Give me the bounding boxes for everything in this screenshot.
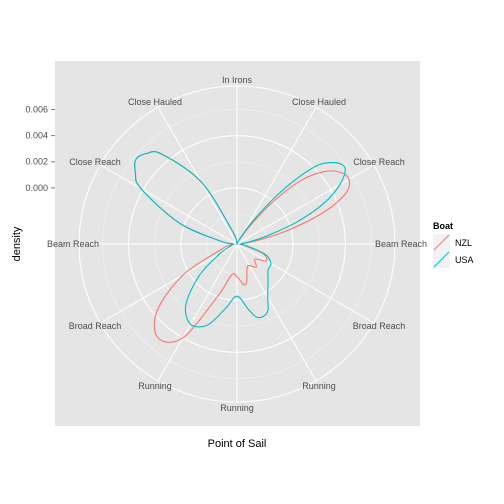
angle-gridline xyxy=(236,106,317,245)
series-layer xyxy=(134,150,351,343)
angle-gridline xyxy=(236,243,317,382)
angle-tick-label: Close Reach xyxy=(353,157,405,167)
legend-title: Boat xyxy=(433,221,453,231)
angle-tick-label: Broad Reach xyxy=(69,321,122,331)
y-tick-label: 0.006 xyxy=(25,105,48,115)
legend-label-nzl: NZL xyxy=(455,238,472,248)
angle-gridline xyxy=(236,164,375,245)
angle-tick-label: Close Hauled xyxy=(292,97,346,107)
legend-label-usa: USA xyxy=(455,255,474,265)
angle-gridline xyxy=(236,243,375,324)
radial-gridline xyxy=(180,187,294,301)
radial-minor-gridline xyxy=(102,109,372,379)
outer-gridline xyxy=(78,85,396,403)
x-axis-title: Point of Sail xyxy=(208,438,267,450)
legend-item-usa: USA xyxy=(433,251,474,268)
angle-gridline xyxy=(99,243,238,324)
legend-swatch-nzl xyxy=(433,234,450,251)
y-tick-label: 0.004 xyxy=(25,131,48,141)
angle-gridline xyxy=(99,164,238,245)
angle-tick-label: Running xyxy=(302,381,336,391)
radial-minor-gridline xyxy=(154,161,320,327)
angle-tick-label: Beam Reach xyxy=(375,239,427,249)
angle-tick-label: Close Reach xyxy=(69,157,121,167)
y-tick-label: 0.002 xyxy=(25,157,48,167)
angle-tick-label: Beam Reach xyxy=(47,239,99,249)
angle-tick-label: Running xyxy=(138,381,172,391)
angle-labels: In Irons Close Hauled Close Reach Beam Reac… xyxy=(47,75,427,413)
angle-tick-label: Close Hauled xyxy=(128,97,182,107)
angle-tick-label: Running xyxy=(220,403,254,413)
legend: Boat NZL USA xyxy=(433,221,474,268)
y-axis-ticks: 0.000 0.002 0.004 0.006 xyxy=(25,105,55,193)
radial-gridline xyxy=(128,135,346,353)
grid-layer xyxy=(78,85,396,403)
series-line-usa xyxy=(134,150,346,328)
radial-minor-gridline xyxy=(206,213,268,275)
angle-gridline xyxy=(157,106,238,245)
angle-tick-label: Broad Reach xyxy=(353,321,406,331)
angle-gridline xyxy=(157,243,238,382)
angle-tick-label: In Irons xyxy=(222,75,253,85)
y-axis-title: density xyxy=(11,226,23,261)
legend-swatch-usa xyxy=(433,251,450,268)
y-tick-label: 0.000 xyxy=(25,183,48,193)
legend-item-nzl: NZL xyxy=(433,234,472,251)
